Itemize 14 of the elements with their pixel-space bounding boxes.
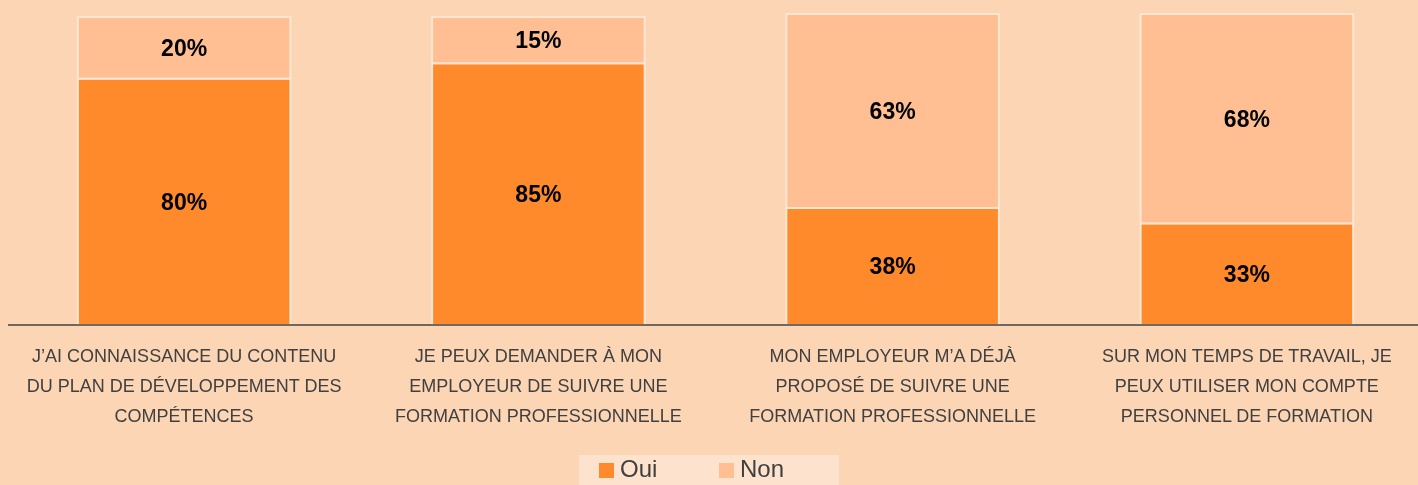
data-label: 33% (1223, 261, 1270, 288)
x-tick-label: MON EMPLOYEUR M’A DÉJÀ PROPOSÉ DE SUIVRE UNE FORMATION PROFESSIONNELLE (749, 346, 1036, 426)
data-label: 38% (869, 253, 916, 280)
x-tick-label: J’AI CONNAISSANCE DU CONTENU DU PLAN DE DÉVELOPPEMENT DES COMPÉTENCES (26, 346, 342, 426)
data-label: 63% (869, 98, 916, 124)
data-label: 15% (515, 27, 562, 54)
x-tick-label: JE PEUX DEMANDER À MON EMPLOYEUR DE SUIVRE UNE FORMATION PROFESSIONNELLE (395, 346, 682, 426)
legend-label: Non (740, 455, 785, 482)
legend-label: Oui (620, 455, 658, 482)
data-label: 68% (1223, 105, 1270, 132)
x-tick-label: SUR MON TEMPS DE TRAVAIL, JE PEUX UTILISER MON COMPTE PERSONNEL DE FORMATION (1102, 346, 1392, 426)
data-label: 80% (161, 188, 208, 215)
data-label: 85% (515, 181, 562, 208)
data-label: 20% (161, 34, 208, 61)
